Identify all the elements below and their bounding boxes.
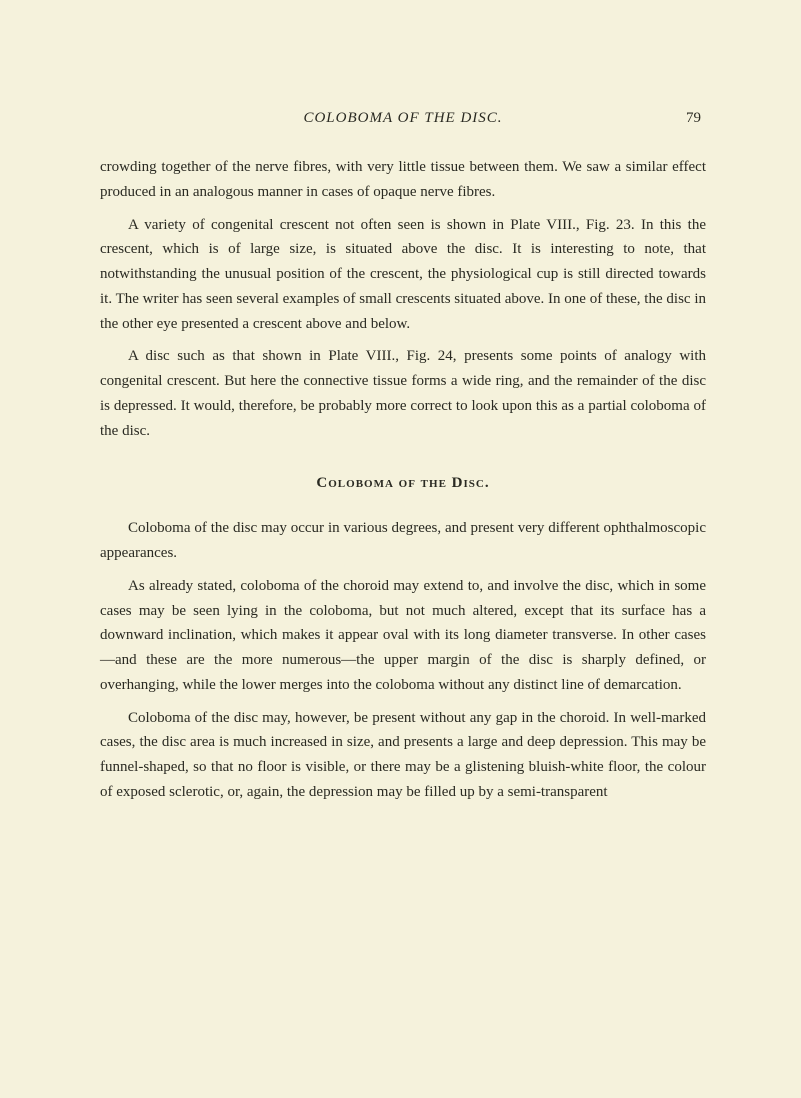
header-title: COLOBOMA OF THE DISC. [100, 110, 706, 127]
body-paragraph: Coloboma of the disc may, however, be pr… [100, 706, 706, 805]
body-paragraph: A disc such as that shown in Plate VIII.… [100, 344, 706, 443]
body-paragraph: crowding together of the nerve fibres, w… [100, 155, 706, 205]
body-paragraph: Coloboma of the disc may occur in variou… [100, 516, 706, 566]
section-heading: Coloboma of the Disc. [100, 475, 706, 492]
page-number: 79 [686, 110, 701, 127]
body-paragraph: A variety of congenital crescent not oft… [100, 213, 706, 337]
page-header: COLOBOMA OF THE DISC. 79 [100, 110, 706, 127]
body-paragraph: As already stated, coloboma of the choro… [100, 574, 706, 698]
